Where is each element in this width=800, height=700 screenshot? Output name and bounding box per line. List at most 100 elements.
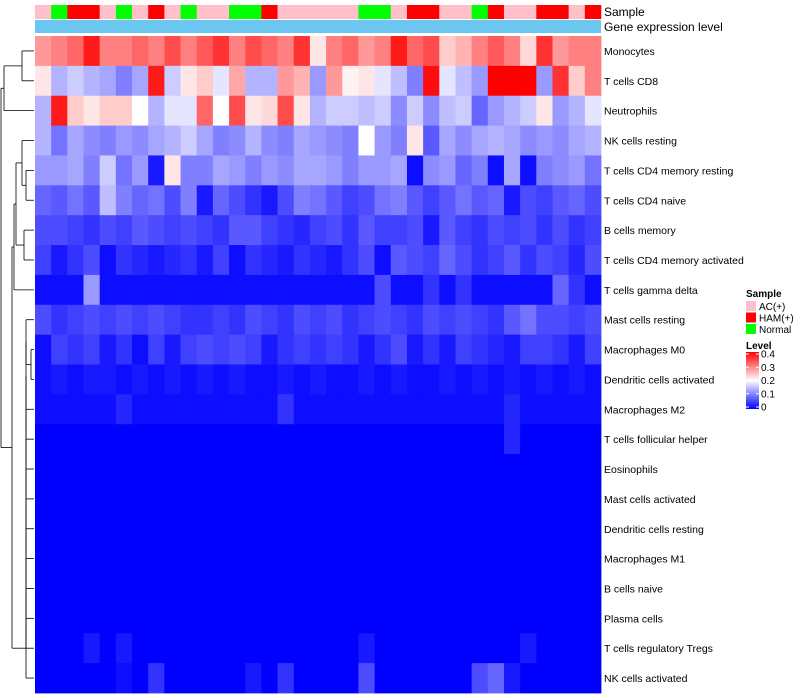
heatmap-cell — [552, 633, 570, 664]
heatmap-cell — [212, 483, 230, 515]
heatmap-cell — [342, 603, 359, 634]
heatmap-cell — [83, 215, 101, 246]
heatmap-cell — [552, 394, 570, 425]
heatmap-cell — [277, 245, 295, 276]
heatmap-cell — [439, 603, 456, 634]
heatmap-cell — [487, 633, 505, 664]
heatmap-cell — [212, 424, 230, 455]
heatmap-cell — [406, 185, 424, 216]
heatmap-cell — [552, 155, 570, 186]
heatmap-cell — [35, 573, 52, 604]
heatmap-cell — [568, 36, 586, 67]
heatmap-cell — [471, 543, 489, 574]
sample-legend-swatch — [746, 312, 756, 323]
heatmap-cell — [196, 155, 214, 186]
heatmap-cell — [326, 125, 343, 156]
heatmap-cell — [164, 603, 181, 634]
heatmap-cell — [35, 543, 52, 574]
heatmap-cell — [423, 603, 440, 634]
heatmap-cell — [164, 125, 181, 156]
heatmap-cell — [132, 155, 149, 186]
heatmap-cell — [471, 424, 489, 455]
heatmap-cell — [390, 65, 408, 97]
level-legend-title: Level — [746, 341, 772, 352]
heatmap-cell — [67, 633, 84, 664]
heatmap-cell — [568, 95, 586, 126]
heatmap-cell — [212, 304, 230, 336]
heatmap-cell — [552, 185, 570, 216]
heatmap-cell — [51, 394, 68, 425]
heatmap-cell — [261, 304, 278, 336]
level-color-bar — [746, 352, 759, 409]
heatmap-cell — [471, 603, 489, 634]
heatmap-cell — [471, 155, 489, 186]
heatmap-cell — [471, 454, 489, 485]
heatmap-cell — [229, 36, 246, 67]
heatmap-cell — [374, 603, 392, 634]
sample-annotation-cell — [277, 5, 295, 19]
heatmap-cell — [552, 483, 570, 515]
heatmap-cell — [374, 65, 392, 97]
heatmap-cell — [326, 334, 343, 365]
heatmap-cell — [309, 274, 327, 306]
heatmap-cell — [132, 573, 149, 604]
heatmap-cell — [568, 633, 586, 664]
heatmap-cell — [439, 304, 456, 336]
sample-annotation-cell — [261, 5, 278, 19]
heatmap-cell — [390, 633, 408, 664]
heatmap-cell — [132, 304, 149, 336]
heatmap-cell — [83, 633, 101, 664]
heatmap-cell — [261, 125, 278, 156]
heatmap-cell — [503, 36, 521, 67]
heatmap-cell — [196, 364, 214, 395]
heatmap-cell — [99, 36, 117, 67]
heatmap-cell — [229, 334, 246, 365]
heatmap-cell — [229, 95, 246, 126]
heatmap-cell — [374, 215, 392, 246]
heatmap-cell — [99, 394, 117, 425]
heatmap-cell — [196, 274, 214, 306]
heatmap-cell — [342, 483, 359, 515]
heatmap-cell — [132, 543, 149, 574]
heatmap-cell — [503, 424, 521, 455]
heatmap-cell — [471, 125, 489, 156]
level-tick-label: 0.2 — [761, 376, 775, 387]
heatmap-cell — [326, 65, 343, 97]
heatmap-cell — [358, 125, 375, 156]
heatmap-cell — [229, 483, 246, 515]
sample-legend-swatch — [746, 324, 756, 334]
heatmap-cell — [552, 424, 570, 455]
heatmap-cell — [180, 215, 198, 246]
heatmap-cell — [520, 334, 537, 365]
heatmap-cell — [83, 65, 101, 97]
heatmap-cell — [439, 483, 456, 515]
heatmap-cell — [180, 663, 198, 694]
heatmap-cell — [229, 245, 246, 276]
heatmap-cell — [568, 543, 586, 574]
heatmap-cell — [132, 95, 149, 126]
heatmap-cell — [390, 155, 408, 186]
heatmap-cell — [358, 424, 375, 455]
heatmap-cell — [35, 125, 52, 156]
heatmap-cell — [212, 513, 230, 545]
heatmap-cell — [67, 424, 84, 455]
sample-annotation-cell — [229, 5, 246, 19]
sample-annotation-cell — [471, 5, 489, 19]
heatmap-cell — [164, 245, 181, 276]
heatmap-cell — [309, 364, 327, 395]
heatmap-cell — [326, 633, 343, 664]
heatmap-cell — [164, 424, 181, 455]
heatmap-cell — [584, 185, 602, 216]
heatmap-cell — [568, 65, 586, 97]
heatmap-cell — [132, 245, 149, 276]
heatmap-cell — [374, 185, 392, 216]
heatmap-cell — [503, 364, 521, 395]
heatmap-cell — [406, 513, 424, 545]
heatmap-cell — [390, 543, 408, 574]
heatmap-cell — [520, 573, 537, 604]
heatmap-cell — [51, 215, 68, 246]
heatmap-cell — [164, 483, 181, 515]
heatmap-cell — [115, 573, 133, 604]
heatmap-cell — [212, 274, 230, 306]
